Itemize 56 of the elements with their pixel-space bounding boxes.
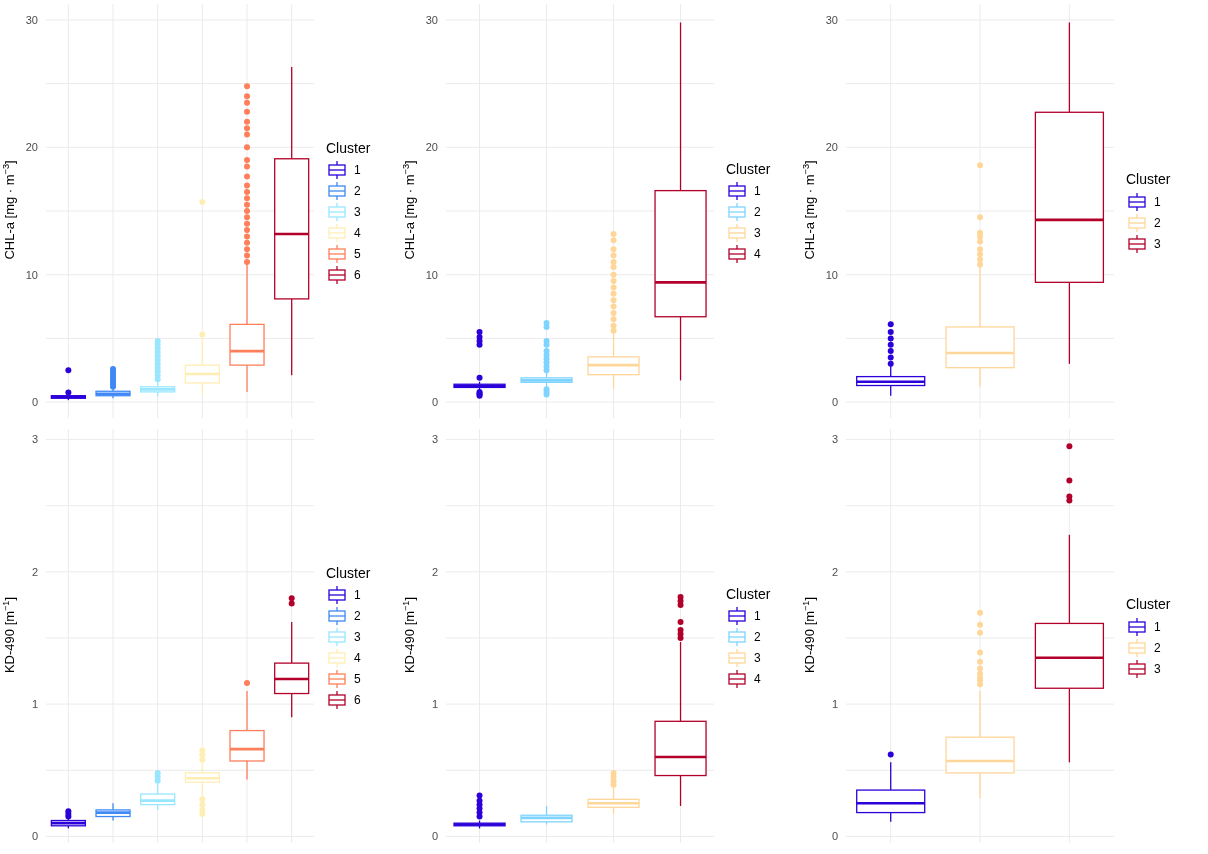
legend-label: 1 <box>754 184 761 198</box>
legend-label: 2 <box>754 205 761 219</box>
legend-label: 1 <box>354 163 361 177</box>
y-tick-label: 20 <box>825 141 838 154</box>
legend-label: 3 <box>354 630 361 644</box>
y-tick-label: 20 <box>425 141 438 154</box>
legend-label: 2 <box>754 630 761 644</box>
legend-label: 3 <box>354 205 361 219</box>
legend-label: 3 <box>754 226 761 240</box>
legend-label: 4 <box>754 247 761 261</box>
legend-label: 2 <box>354 184 361 198</box>
y-tick-label: 0 <box>431 830 438 843</box>
legend-label: 2 <box>354 609 361 623</box>
legend-label: 5 <box>354 247 361 261</box>
y-tick-label: 0 <box>31 830 38 843</box>
legend-title: Cluster <box>1126 171 1172 187</box>
legend-title: Cluster <box>326 564 372 581</box>
y-tick-label: 30 <box>425 13 438 26</box>
legend-label: 1 <box>354 588 361 602</box>
legend-label: 3 <box>754 651 761 665</box>
y-tick-label: 2 <box>31 565 38 578</box>
y-tick-label: 1 <box>31 698 38 711</box>
legend-label: 6 <box>354 693 361 707</box>
y-tick-label: 2 <box>831 565 838 578</box>
legend-label: 5 <box>354 672 361 686</box>
legend-title: Cluster <box>726 160 772 177</box>
legend-label: 4 <box>354 651 361 665</box>
y-tick-label: 10 <box>25 268 38 281</box>
y-tick-label: 2 <box>431 565 438 578</box>
legend-label: 4 <box>754 672 761 686</box>
legend-label: 3 <box>1154 236 1161 251</box>
y-tick-label: 0 <box>31 395 38 408</box>
legend-label: 1 <box>754 609 761 623</box>
legend-label: 3 <box>1154 661 1161 676</box>
legend-title: Cluster <box>326 139 372 156</box>
y-tick-label: 1 <box>431 698 438 711</box>
y-tick-label: 3 <box>431 433 438 446</box>
y-tick-label: 0 <box>831 395 838 408</box>
legend-title: Cluster <box>726 585 772 602</box>
y-tick-label: 30 <box>25 13 38 26</box>
legend-label: 6 <box>354 268 361 282</box>
y-tick-label: 3 <box>31 433 38 446</box>
y-tick-label: 3 <box>831 433 838 446</box>
legend-label: 2 <box>1154 640 1161 655</box>
y-tick-label: 10 <box>825 268 838 281</box>
y-tick-label: 0 <box>831 830 838 843</box>
legend-label: 4 <box>354 226 361 240</box>
y-tick-label: 20 <box>25 141 38 154</box>
y-tick-label: 30 <box>825 13 838 26</box>
y-tick-label: 0 <box>431 395 438 408</box>
legend-title: Cluster <box>1126 596 1172 612</box>
y-tick-label: 1 <box>831 698 838 711</box>
legend-label: 1 <box>1154 194 1161 209</box>
legend-label: 1 <box>1154 619 1161 634</box>
y-tick-label: 10 <box>425 268 438 281</box>
legend-label: 2 <box>1154 215 1161 230</box>
